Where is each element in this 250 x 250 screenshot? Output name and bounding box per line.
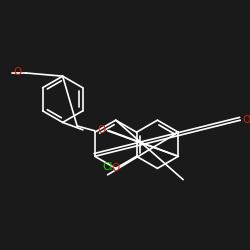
Text: O: O <box>112 163 120 173</box>
Text: Cl: Cl <box>102 162 113 172</box>
Text: O: O <box>97 125 105 135</box>
Text: O: O <box>14 67 22 77</box>
Text: O: O <box>243 115 250 125</box>
